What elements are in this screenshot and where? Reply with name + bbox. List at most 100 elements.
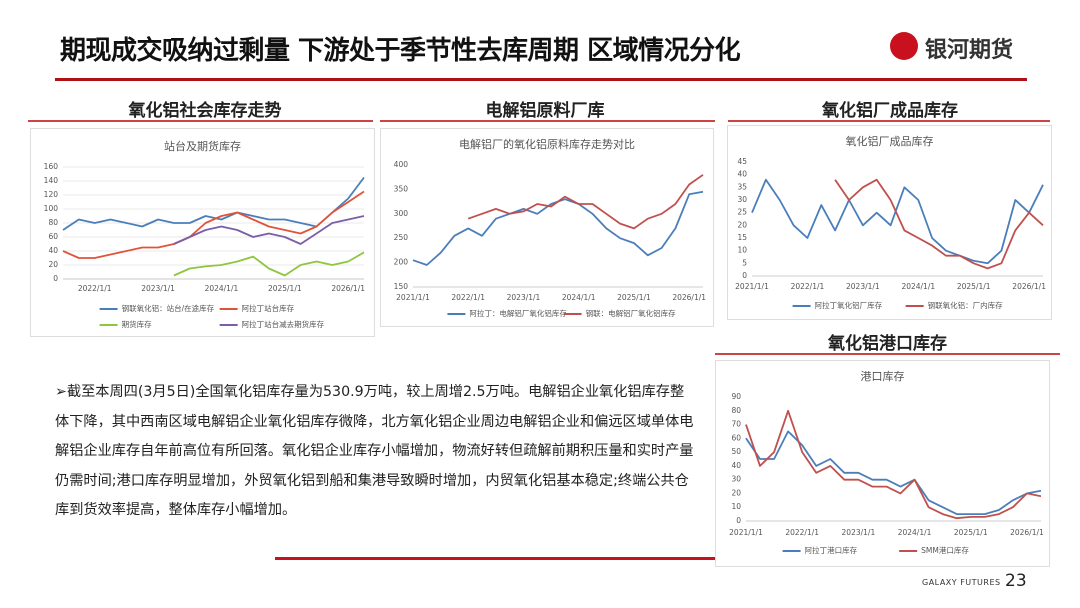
logo-icon xyxy=(890,32,918,60)
y-tick-label: 350 xyxy=(394,184,409,193)
x-tick-label: 2023/1/1 xyxy=(507,293,541,302)
y-tick-label: 80 xyxy=(48,218,58,227)
x-tick-label: 2026/1/1 xyxy=(331,284,365,293)
y-tick-label: 20 xyxy=(737,220,747,229)
series-line xyxy=(173,215,365,245)
slide-title: 期现成交吸纳过剩量 下游处于季节性去库周期 区域情况分化 xyxy=(60,36,741,66)
series-line xyxy=(834,178,1044,270)
series-line xyxy=(467,174,704,230)
y-tick-label: 90 xyxy=(731,392,741,401)
x-tick-label: 2024/1/1 xyxy=(205,284,239,293)
x-tick-label: 2022/1/1 xyxy=(78,284,112,293)
page-number: 23 xyxy=(1005,571,1027,591)
x-tick-label: 2025/1/1 xyxy=(954,528,988,537)
y-tick-label: 5 xyxy=(742,258,747,267)
section-title: 氧化铝社会库存走势 xyxy=(128,101,282,121)
y-tick-label: 300 xyxy=(394,209,409,218)
y-tick-label: 25 xyxy=(737,208,747,217)
x-tick-label: 2021/1/1 xyxy=(729,528,763,537)
x-tick-label: 2023/1/1 xyxy=(141,284,175,293)
x-tick-label: 2026/1/1 xyxy=(672,293,706,302)
y-tick-label: 160 xyxy=(44,162,59,171)
divider xyxy=(715,353,1060,355)
y-tick-label: 200 xyxy=(394,258,409,267)
y-tick-label: 0 xyxy=(53,274,58,283)
y-tick-label: 40 xyxy=(731,461,741,470)
y-tick-label: 50 xyxy=(731,447,741,456)
y-tick-label: 40 xyxy=(737,170,747,179)
y-tick-label: 20 xyxy=(48,260,58,269)
paragraph: 截至本周四(3月5日)全国氧化铝库存量为530.9万吨，较上周增2.5万吨。电解… xyxy=(55,384,694,518)
x-tick-label: 2026/1/1 xyxy=(1010,528,1044,537)
y-tick-label: 10 xyxy=(731,502,741,511)
y-tick-label: 0 xyxy=(742,271,747,280)
legend-label: 阿拉丁氧化铝厂库存 xyxy=(815,300,883,310)
legend-label: 钢联氧化铝：厂内库存 xyxy=(928,300,1003,310)
x-tick-label: 2026/1/1 xyxy=(1012,282,1046,291)
footer-brand: GALAXY FUTURES xyxy=(922,578,1001,587)
divider xyxy=(380,120,715,122)
y-tick-label: 30 xyxy=(731,475,741,484)
x-tick-label: 2024/1/1 xyxy=(898,528,932,537)
x-tick-label: 2022/1/1 xyxy=(785,528,819,537)
legend-label: 钢联氧化铝：站台/在途库存 xyxy=(122,303,215,313)
series-line xyxy=(745,409,1042,520)
logo: 银河期货 xyxy=(925,38,1014,63)
chart: 电解铝厂的氧化铝原料库存走势对比 150 200 250 300 350 400 2021/1… xyxy=(380,128,714,327)
x-tick-label: 2025/1/1 xyxy=(957,282,991,291)
y-tick-label: 400 xyxy=(394,160,409,169)
x-tick-label: 2023/1/1 xyxy=(842,528,876,537)
y-tick-label: 60 xyxy=(731,433,741,442)
y-tick-label: 10 xyxy=(737,246,747,255)
legend-label: 阿拉丁港口库存 xyxy=(805,545,858,555)
y-tick-label: 0 xyxy=(736,516,741,525)
legend-label: 钢联：电解铝厂氧化铝库存 xyxy=(586,308,676,318)
series-line xyxy=(751,178,1044,265)
x-tick-label: 2025/1/1 xyxy=(268,284,302,293)
y-tick-label: 30 xyxy=(737,195,747,204)
y-tick-label: 45 xyxy=(737,157,747,166)
divider xyxy=(55,78,1027,81)
x-tick-label: 2023/1/1 xyxy=(846,282,880,291)
chart-title: 站台及期货库存 xyxy=(164,139,241,153)
series-line xyxy=(62,176,365,231)
y-tick-label: 35 xyxy=(737,182,747,191)
y-tick-label: 70 xyxy=(731,420,741,429)
y-tick-label: 250 xyxy=(394,233,409,242)
y-tick-label: 140 xyxy=(44,176,59,185)
chart: 港口库存 0 10 20 30 40 50 60 70 80 90 2021/1/1 2022/1/1 2… xyxy=(715,360,1050,567)
bullet: ➢ xyxy=(55,384,67,400)
chart: 氧化铝厂成品库存 0 5 10 15 20 25 30 35 40 45 2021/1/1 2022/1… xyxy=(727,125,1052,320)
series-line xyxy=(412,190,704,266)
chart-title: 电解铝厂的氧化铝原料库存走势对比 xyxy=(459,137,635,151)
x-tick-label: 2025/1/1 xyxy=(617,293,651,302)
x-tick-label: 2021/1/1 xyxy=(735,282,769,291)
section-title: 电解铝原料厂库 xyxy=(485,101,605,121)
x-tick-label: 2024/1/1 xyxy=(562,293,596,302)
y-tick-label: 100 xyxy=(44,204,59,213)
divider xyxy=(728,120,1050,122)
chart: 站台及期货库存 0 20 40 60 80 100 120 140 160 2022/1/1 2023… xyxy=(30,128,375,337)
x-tick-label: 2021/1/1 xyxy=(396,293,430,302)
series-line xyxy=(173,251,365,277)
series-line xyxy=(745,430,1042,515)
y-tick-label: 120 xyxy=(44,190,59,199)
legend-label: 阿拉丁：电解铝厂氧化铝库存 xyxy=(469,308,567,318)
section-title: 氧化铝厂成品库存 xyxy=(822,101,958,121)
series-line xyxy=(62,190,365,259)
y-tick-label: 40 xyxy=(48,246,58,255)
legend-label: 期货库存 xyxy=(122,319,152,329)
legend-label: 阿拉丁站台库存 xyxy=(242,303,295,313)
x-tick-label: 2024/1/1 xyxy=(901,282,935,291)
y-tick-label: 150 xyxy=(394,282,409,291)
chart-title: 氧化铝厂成品库存 xyxy=(846,134,934,148)
x-tick-label: 2022/1/1 xyxy=(451,293,485,302)
divider xyxy=(28,120,373,122)
body-text: ➢截至本周四(3月5日)全国氧化铝库存量为530.9万吨，较上周增2.5万吨。电… xyxy=(55,378,695,526)
y-tick-label: 15 xyxy=(737,233,747,242)
y-tick-label: 20 xyxy=(731,488,741,497)
y-tick-label: 60 xyxy=(48,232,58,241)
y-tick-label: 80 xyxy=(731,406,741,415)
chart-title: 港口库存 xyxy=(861,369,905,383)
